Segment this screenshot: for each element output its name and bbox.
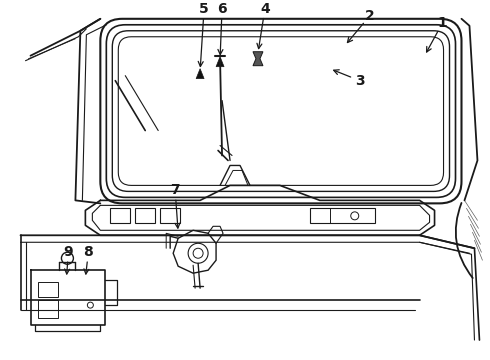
Bar bbox=[310, 208, 375, 223]
Text: 2: 2 bbox=[365, 9, 374, 23]
Text: 4: 4 bbox=[260, 2, 270, 16]
Bar bbox=[160, 208, 180, 223]
Polygon shape bbox=[216, 57, 224, 67]
Polygon shape bbox=[196, 69, 204, 78]
Text: 5: 5 bbox=[199, 2, 209, 16]
Polygon shape bbox=[253, 52, 263, 66]
Bar bbox=[135, 208, 155, 223]
Bar bbox=[110, 208, 130, 223]
Text: 6: 6 bbox=[217, 2, 227, 16]
Text: 7: 7 bbox=[171, 183, 180, 197]
Bar bbox=[39, 282, 58, 297]
Text: 3: 3 bbox=[355, 74, 365, 87]
Text: 1: 1 bbox=[438, 16, 447, 30]
Bar bbox=[39, 300, 58, 318]
Text: 9: 9 bbox=[64, 245, 73, 259]
Text: 8: 8 bbox=[83, 245, 93, 259]
